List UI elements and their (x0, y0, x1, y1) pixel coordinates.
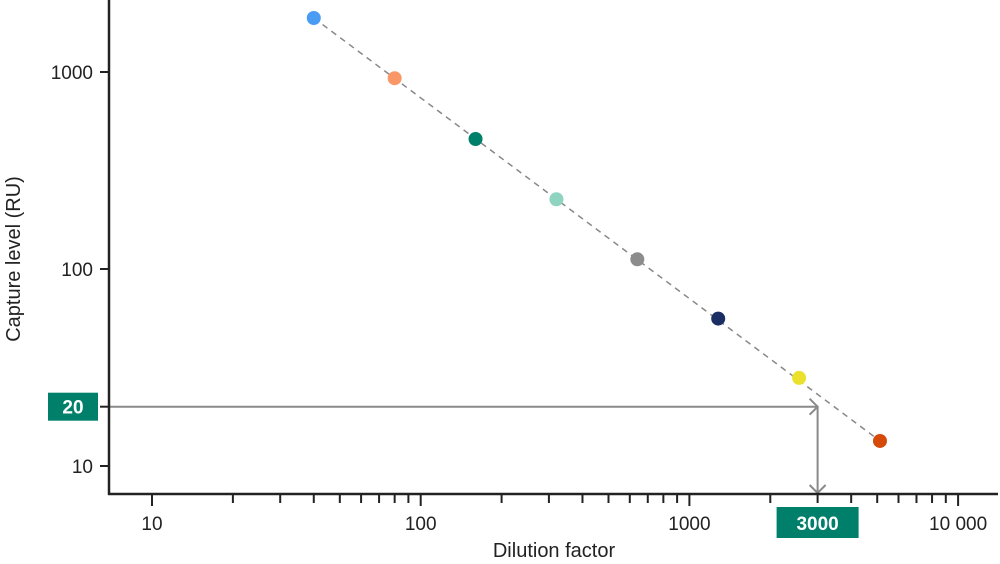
data-point (387, 71, 402, 86)
data-point (468, 131, 483, 146)
data-point (630, 252, 645, 267)
fit-line (313, 17, 881, 442)
data-point (792, 370, 807, 385)
x-tick-label: 10 000 (929, 514, 987, 535)
y-tick-label: 10 (72, 457, 93, 478)
data-point (306, 10, 321, 25)
x-axis-title: Dilution factor (493, 540, 616, 562)
x-tick-label: 100 (405, 514, 437, 535)
data-point (711, 311, 726, 326)
y-tick-label: 1000 (51, 63, 93, 84)
x-tick-label: 10 (141, 514, 162, 535)
x-tick-label: 1000 (668, 514, 710, 535)
x-value-badge (776, 507, 859, 538)
x-value-label: 3000 (796, 514, 838, 535)
data-point (549, 192, 564, 207)
y-value-label: 20 (62, 398, 83, 419)
y-value-badge (48, 392, 98, 421)
y-axis-title: Capture level (RU) (3, 176, 25, 342)
data-point (872, 433, 887, 448)
y-tick-label: 100 (61, 260, 93, 281)
